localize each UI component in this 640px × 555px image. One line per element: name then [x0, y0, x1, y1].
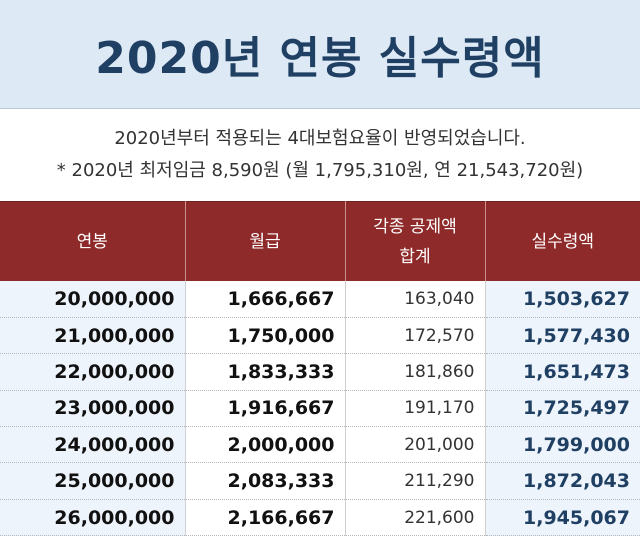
cell-salary: 20,000,000 — [0, 281, 186, 318]
cell-monthly: 1,916,667 — [185, 390, 346, 428]
cell-net: 1,503,627 — [485, 281, 640, 318]
cell-deduction: 181,860 — [345, 353, 486, 391]
page-title: 2020년 연봉 실수령액 — [95, 33, 545, 84]
cell-deduction: 211,290 — [345, 462, 486, 500]
cell-net: 1,945,067 — [485, 499, 640, 537]
table-row: 26,000,000 2,166,667 221,600 1,945,067 — [0, 499, 640, 537]
header-salary: 연봉 — [0, 201, 186, 281]
cell-net: 1,799,000 — [485, 426, 640, 464]
cell-salary: 21,000,000 — [0, 317, 186, 355]
header-net: 실수령액 — [485, 201, 640, 281]
cell-net: 1,577,430 — [485, 317, 640, 355]
cell-monthly: 1,666,667 — [185, 281, 346, 318]
cell-deduction: 191,170 — [345, 390, 486, 428]
cell-deduction: 172,570 — [345, 317, 486, 355]
cell-deduction: 221,600 — [345, 499, 486, 537]
table-body: 20,000,000 1,666,667 163,040 1,503,627 2… — [0, 281, 640, 537]
cell-deduction: 163,040 — [345, 281, 486, 318]
title-band: 2020년 연봉 실수령액 — [0, 0, 640, 109]
salary-table: 연봉 월급 각종 공제액 합계 실수령액 20,000,000 1,666,66… — [0, 201, 640, 537]
table-row: 21,000,000 1,750,000 172,570 1,577,430 — [0, 317, 640, 355]
cell-salary: 24,000,000 — [0, 426, 186, 464]
cell-deduction: 201,000 — [345, 426, 486, 464]
table-row: 22,000,000 1,833,333 181,860 1,651,473 — [0, 353, 640, 391]
cell-monthly: 1,750,000 — [185, 317, 346, 355]
notes-area: 2020년부터 적용되는 4대보험요율이 반영되었습니다. * 2020년 최저… — [0, 109, 640, 201]
cell-monthly: 2,083,333 — [185, 462, 346, 500]
table-row: 23,000,000 1,916,667 191,170 1,725,497 — [0, 390, 640, 428]
header-monthly: 월급 — [185, 201, 346, 281]
cell-net: 1,725,497 — [485, 390, 640, 428]
cell-salary: 25,000,000 — [0, 462, 186, 500]
cell-net: 1,872,043 — [485, 462, 640, 500]
cell-monthly: 2,000,000 — [185, 426, 346, 464]
cell-net: 1,651,473 — [485, 353, 640, 391]
table-row: 25,000,000 2,083,333 211,290 1,872,043 — [0, 462, 640, 500]
table-row: 24,000,000 2,000,000 201,000 1,799,000 — [0, 426, 640, 464]
cell-salary: 26,000,000 — [0, 499, 186, 537]
header-deduction-line-1: 각종 공제액 — [373, 216, 457, 237]
note-line-1: 2020년부터 적용되는 4대보험요율이 반영되었습니다. — [114, 128, 526, 149]
cell-salary: 23,000,000 — [0, 390, 186, 428]
header-deduction-line-2: 합계 — [399, 246, 431, 267]
cell-monthly: 1,833,333 — [185, 353, 346, 391]
note-line-2: * 2020년 최저임금 8,590원 (월 1,795,310원, 연 21,… — [56, 160, 584, 181]
cell-monthly: 2,166,667 — [185, 499, 346, 537]
table-header-row: 연봉 월급 각종 공제액 합계 실수령액 — [0, 201, 640, 281]
header-deduction: 각종 공제액 합계 — [345, 201, 486, 281]
cell-salary: 22,000,000 — [0, 353, 186, 391]
table-row: 20,000,000 1,666,667 163,040 1,503,627 — [0, 281, 640, 318]
